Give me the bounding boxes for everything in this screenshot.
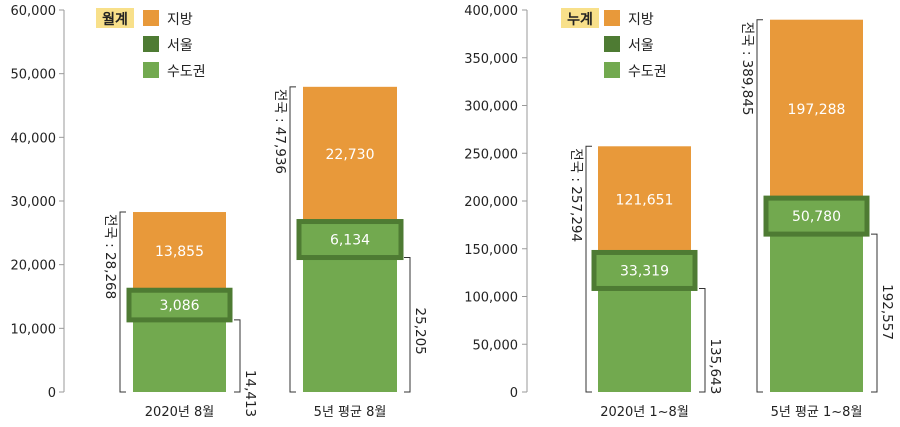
p1-y-tick-label: 40,000 bbox=[11, 131, 57, 146]
p1-capital-label-1: 14,413 bbox=[242, 370, 258, 417]
p2-y-tick-label: 50,000 bbox=[473, 338, 519, 353]
p2-y-tick-label: 300,000 bbox=[464, 100, 518, 115]
p1-seoul-value-label-1: 3,086 bbox=[159, 298, 199, 314]
p2-legend-label-2: 서울 bbox=[628, 38, 654, 54]
p2-y-tick-label: 350,000 bbox=[464, 52, 518, 67]
p2-y-tick-label: 200,000 bbox=[464, 195, 518, 210]
p1-bar-seoul-1 bbox=[126, 287, 233, 323]
p1-legend-swatch-3 bbox=[143, 62, 159, 78]
p2-bar-regional-1 bbox=[598, 146, 691, 263]
p2-capital-label-1: 135,643 bbox=[707, 338, 723, 394]
p1-y-tick-label: 30,000 bbox=[11, 195, 57, 210]
p2-legend-label-3: 수도권 bbox=[628, 64, 667, 80]
p1-regional-value-label-1: 13,855 bbox=[155, 244, 204, 260]
p1-y-tick-label: 10,000 bbox=[11, 322, 57, 337]
p2-bar-regional-2 bbox=[770, 19, 863, 209]
p2-y-tick-label: 100,000 bbox=[464, 291, 518, 306]
p2-total-label-1: 전국 : 257,294 bbox=[568, 148, 584, 242]
p2-total-label-2: 전국 : 389,845 bbox=[739, 22, 755, 116]
p1-seoul-value-label-2: 6,134 bbox=[330, 233, 370, 249]
p1-capital-label-2: 25,205 bbox=[412, 308, 428, 355]
p1-tag-box bbox=[96, 8, 134, 28]
p1-capital-bracket-2 bbox=[404, 257, 411, 393]
p1-total-label-1: 전국 : 28,268 bbox=[102, 214, 118, 299]
p2-tag-box bbox=[561, 8, 599, 28]
p2-legend-label-1: 지방 bbox=[628, 12, 654, 28]
p2-legend-swatch-2 bbox=[604, 36, 620, 52]
p2-total-bracket-2 bbox=[756, 19, 763, 393]
p1-bar-regional-2 bbox=[303, 86, 397, 232]
p1-legend-label-1: 지방 bbox=[167, 12, 193, 28]
p1-legend-label-2: 서울 bbox=[167, 38, 193, 54]
p1-y-tick-label: 60,000 bbox=[11, 4, 57, 19]
p2-capital-label-2: 192,557 bbox=[879, 284, 895, 340]
p2-regional-value-label-2: 197,288 bbox=[788, 102, 846, 118]
p1-total-bracket-2 bbox=[289, 86, 296, 393]
p2-y-tick-label: 0 bbox=[510, 386, 518, 401]
p1-legend-swatch-1 bbox=[143, 10, 159, 26]
p2-capital-bracket-2 bbox=[871, 233, 878, 393]
p1-bar-regional-1 bbox=[133, 212, 226, 301]
p2-y-tick-label: 150,000 bbox=[464, 243, 518, 258]
p2-y-tick-label: 400,000 bbox=[464, 4, 518, 19]
p2-seoul-value-label-1: 33,319 bbox=[620, 263, 669, 279]
p1-bar-seoul-2 bbox=[296, 219, 404, 261]
p1-y-tick-label: 20,000 bbox=[11, 259, 57, 274]
p2-regional-value-label-1: 121,651 bbox=[616, 192, 674, 208]
p2-tag-label: 누계 bbox=[567, 12, 593, 28]
p2-legend-swatch-3 bbox=[604, 62, 620, 78]
p1-total-bracket-1 bbox=[119, 211, 126, 393]
p2-bar-seoul-1 bbox=[591, 249, 698, 291]
p1-category-label-1: 2020년 8월 bbox=[145, 405, 214, 420]
p1-tag-label: 월계 bbox=[102, 11, 128, 28]
p2-total-bracket-1 bbox=[585, 145, 592, 393]
p1-y-tick-label: 0 bbox=[48, 386, 56, 401]
p1-legend-swatch-2 bbox=[143, 36, 159, 52]
p1-legend-label-3: 수도권 bbox=[167, 64, 206, 80]
p2-bar-capital-2 bbox=[770, 208, 863, 392]
p2-category-label-1: 2020년 1~8월 bbox=[600, 405, 689, 420]
p2-y-tick-label: 250,000 bbox=[464, 147, 518, 162]
p2-category-label-2: 5년 평균 1~8월 bbox=[771, 405, 863, 420]
p2-legend-swatch-1 bbox=[604, 10, 620, 26]
p1-capital-bracket-1 bbox=[234, 319, 241, 393]
p2-seoul-value-label-2: 50,780 bbox=[792, 209, 841, 225]
p1-regional-value-label-2: 22,730 bbox=[326, 147, 375, 163]
p2-capital-bracket-1 bbox=[699, 287, 706, 393]
p1-y-tick-label: 50,000 bbox=[11, 68, 57, 83]
p1-total-label-2: 전국 : 47,936 bbox=[272, 89, 288, 174]
p2-bar-seoul-2 bbox=[763, 195, 870, 237]
p1-category-label-2: 5년 평균 8월 bbox=[314, 405, 387, 420]
